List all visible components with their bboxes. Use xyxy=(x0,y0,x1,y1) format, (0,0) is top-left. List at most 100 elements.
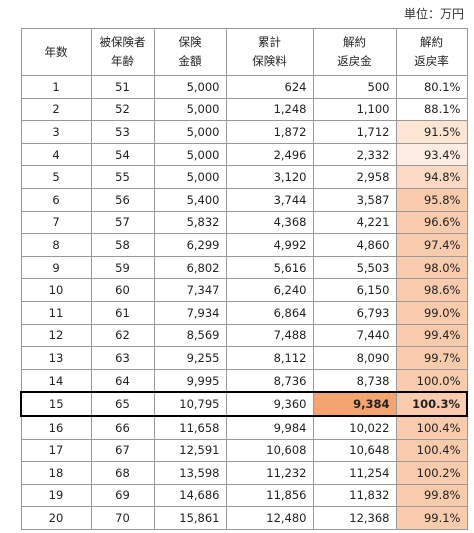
cell: 68 xyxy=(90,461,155,485)
header-row: 年数 被保険者 年齢 保険 金額 累計 保険料 解約 返戻金 解約 返戻率 xyxy=(20,28,468,76)
cell: 11,254 xyxy=(312,461,397,485)
cell: 11,232 xyxy=(225,461,314,485)
cell: 2,958 xyxy=(312,165,397,189)
header-line: 被保険者 xyxy=(99,35,146,49)
cell: 3,120 xyxy=(225,165,314,189)
header-cell: 解約 返戻率 xyxy=(395,28,468,76)
header-line: 累計 xyxy=(258,35,281,49)
cell: 98.6% xyxy=(395,278,468,302)
cell: 91.5% xyxy=(395,120,468,144)
row: 6 56 5,400 3,744 3,587 95.8% xyxy=(20,187,468,212)
header-cell: 解約 返戻金 xyxy=(312,28,397,76)
table: 年数 被保険者 年齢 保険 金額 累計 保険料 解約 返戻金 解約 返戻率 1 51 5,000 624 5… xyxy=(20,28,468,530)
cell: 16 xyxy=(20,415,92,440)
unit-label: 単位：万円 xyxy=(403,7,464,21)
row: 2 52 5,000 1,248 1,100 88.1% xyxy=(20,97,468,122)
cell: 100.0% xyxy=(395,368,468,393)
cell: 4 xyxy=(20,142,92,167)
row: 7 57 5,832 4,368 4,221 96.6% xyxy=(20,210,468,235)
cell: 17 xyxy=(20,438,92,463)
cell: 5,616 xyxy=(225,255,314,280)
header-line: 解約 xyxy=(343,35,366,49)
cell: 5 xyxy=(20,165,92,189)
cell: 99.7% xyxy=(395,346,468,370)
cell: 59 xyxy=(90,255,155,280)
cell: 88.1% xyxy=(395,97,468,122)
cell: 5,000 xyxy=(153,75,227,99)
header-line: 保険料 xyxy=(252,54,287,68)
cell: 9,384 xyxy=(312,391,397,417)
cell: 5,832 xyxy=(153,210,227,235)
cell: 70 xyxy=(90,506,155,530)
header-line: 返戻金 xyxy=(337,54,372,68)
cell: 1,712 xyxy=(312,120,397,144)
cell: 61 xyxy=(90,300,155,325)
cell: 60 xyxy=(90,278,155,302)
cell: 15,861 xyxy=(153,506,227,530)
cell: 8,112 xyxy=(225,346,314,370)
cell: 8,569 xyxy=(153,323,227,348)
cell: 52 xyxy=(90,97,155,122)
row: 20 70 15,861 12,480 12,368 99.1% xyxy=(20,506,468,530)
cell: 2,496 xyxy=(225,142,314,167)
row: 8 58 6,299 4,992 4,860 97.4% xyxy=(20,233,468,257)
row: 13 63 9,255 8,112 8,090 99.7% xyxy=(20,346,468,370)
cell: 51 xyxy=(90,75,155,99)
row: 15 65 10,795 9,360 9,384 100.3% xyxy=(20,391,468,417)
cell: 6,150 xyxy=(312,278,397,302)
cell: 14 xyxy=(20,368,92,393)
cell: 5,400 xyxy=(153,187,227,212)
cell: 66 xyxy=(90,415,155,440)
cell: 64 xyxy=(90,368,155,393)
cell: 100.4% xyxy=(395,438,468,463)
cell: 10,648 xyxy=(312,438,397,463)
cell: 7,488 xyxy=(225,323,314,348)
cell: 500 xyxy=(312,75,397,99)
cell: 8,090 xyxy=(312,346,397,370)
row: 18 68 13,598 11,232 11,254 100.2% xyxy=(20,461,468,485)
row: 5 55 5,000 3,120 2,958 94.8% xyxy=(20,165,468,189)
header-line: 年齢 xyxy=(111,54,134,68)
cell: 5,000 xyxy=(153,97,227,122)
cell: 94.8% xyxy=(395,165,468,189)
cell: 8,736 xyxy=(225,368,314,393)
header-cell: 被保険者 年齢 xyxy=(90,28,155,76)
cell: 53 xyxy=(90,120,155,144)
cell: 12 xyxy=(20,323,92,348)
cell: 100.3% xyxy=(395,391,468,417)
cell: 1,248 xyxy=(225,97,314,122)
cell: 12,591 xyxy=(153,438,227,463)
cell: 4,368 xyxy=(225,210,314,235)
cell: 99.4% xyxy=(395,323,468,348)
cell: 93.4% xyxy=(395,142,468,167)
cell: 4,860 xyxy=(312,233,397,257)
cell: 18 xyxy=(20,461,92,485)
cell: 8 xyxy=(20,233,92,257)
cell: 9,360 xyxy=(225,391,314,417)
row: 3 53 5,000 1,872 1,712 91.5% xyxy=(20,120,468,144)
cell: 10,608 xyxy=(225,438,314,463)
cell: 67 xyxy=(90,438,155,463)
cell: 19 xyxy=(20,483,92,508)
cell: 624 xyxy=(225,75,314,99)
cell: 5,503 xyxy=(312,255,397,280)
row: 14 64 9,995 8,736 8,738 100.0% xyxy=(20,368,468,393)
cell: 15 xyxy=(20,391,92,417)
cell: 6,793 xyxy=(312,300,397,325)
header-cell: 累計 保険料 xyxy=(225,28,314,76)
cell: 14,686 xyxy=(153,483,227,508)
cell: 2,332 xyxy=(312,142,397,167)
cell: 6,864 xyxy=(225,300,314,325)
cell: 6 xyxy=(20,187,92,212)
cell: 96.6% xyxy=(395,210,468,235)
header-cell: 年数 xyxy=(20,28,92,76)
row: 4 54 5,000 2,496 2,332 93.4% xyxy=(20,142,468,167)
cell: 62 xyxy=(90,323,155,348)
cell: 3,744 xyxy=(225,187,314,212)
cell: 58 xyxy=(90,233,155,257)
cell: 6,299 xyxy=(153,233,227,257)
cell: 98.0% xyxy=(395,255,468,280)
row: 9 59 6,802 5,616 5,503 98.0% xyxy=(20,255,468,280)
header-line: 年数 xyxy=(44,44,68,59)
